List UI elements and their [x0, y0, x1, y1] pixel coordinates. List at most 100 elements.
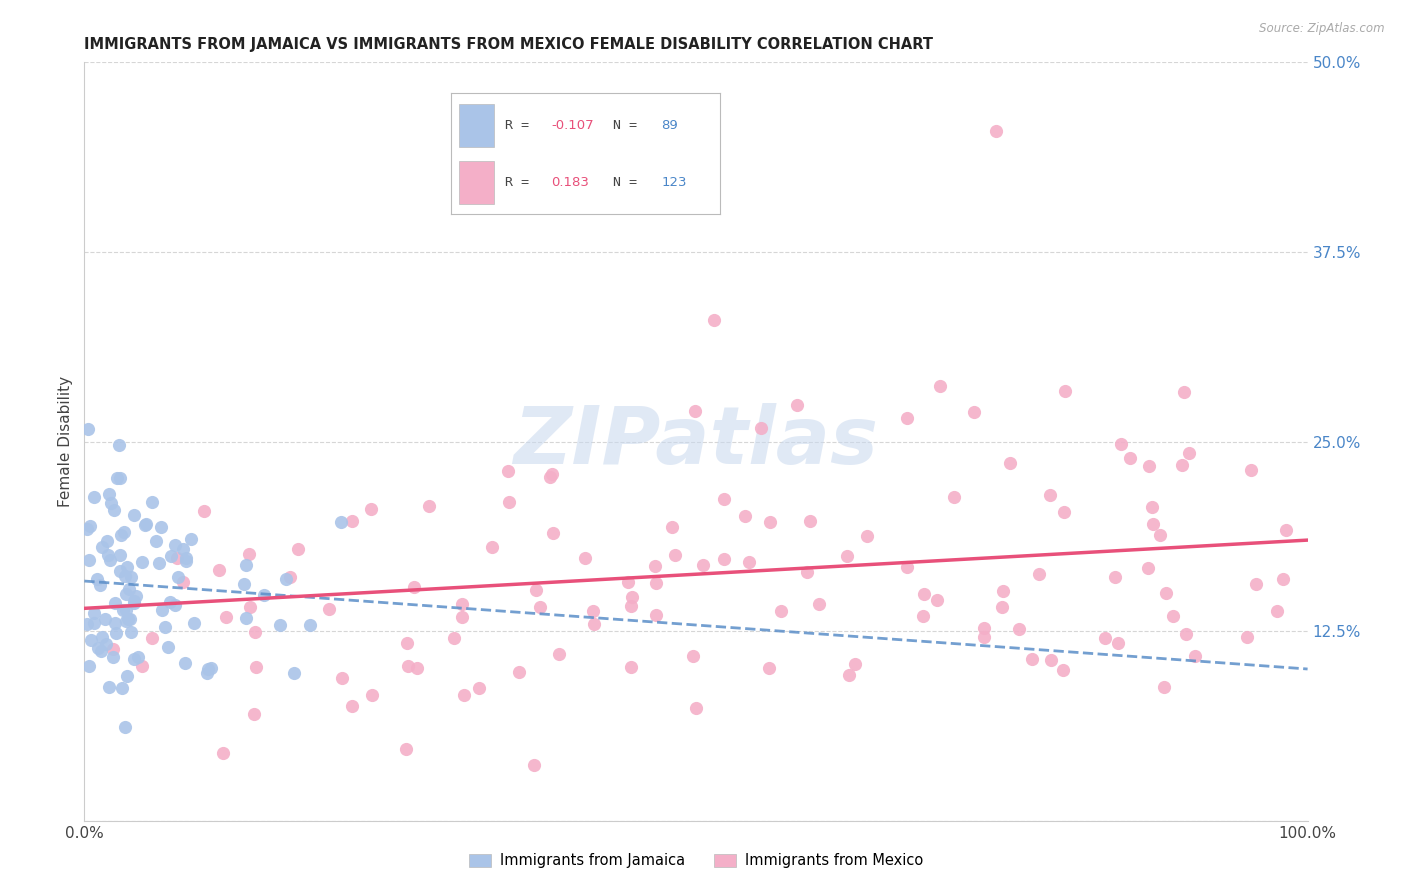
Point	[998, 457, 1021, 471]
Point	[1118, 450, 1140, 465]
Point	[115, 603, 138, 617]
Point	[165, 598, 187, 612]
Point	[481, 540, 503, 554]
Point	[97, 548, 120, 562]
Point	[212, 746, 235, 760]
Point	[1149, 528, 1171, 542]
Point	[174, 551, 197, 566]
Point	[215, 610, 238, 624]
Point	[734, 509, 756, 524]
Point	[395, 636, 418, 650]
Point	[269, 618, 291, 632]
Point	[103, 642, 125, 657]
Point	[620, 599, 643, 614]
Point	[197, 662, 219, 676]
Y-axis label: Female Disability: Female Disability	[58, 376, 73, 508]
Point	[83, 615, 105, 630]
Point	[582, 604, 605, 618]
Point	[770, 604, 793, 618]
Point	[274, 572, 297, 586]
Point	[76, 522, 98, 536]
Point	[1175, 627, 1198, 641]
Point	[125, 589, 148, 603]
Point	[703, 313, 725, 327]
Point	[799, 514, 821, 528]
Point	[83, 490, 105, 504]
Point	[110, 528, 132, 542]
Point	[245, 660, 267, 674]
Point	[131, 555, 153, 569]
Point	[1107, 636, 1129, 650]
Point	[896, 560, 918, 574]
Point	[838, 668, 860, 682]
Point	[166, 569, 188, 583]
Point	[1173, 385, 1195, 400]
Point	[120, 570, 142, 584]
Point	[79, 553, 101, 567]
Point	[86, 572, 108, 586]
Point	[77, 659, 100, 673]
Point	[98, 486, 121, 500]
Point	[243, 625, 266, 640]
Point	[342, 514, 364, 528]
Point	[145, 534, 167, 549]
Point	[77, 422, 100, 436]
Point	[148, 557, 170, 571]
Point	[574, 550, 596, 565]
Point	[235, 558, 257, 572]
Point	[160, 549, 183, 563]
Point	[1052, 663, 1074, 677]
Point	[443, 631, 465, 645]
Point	[91, 540, 114, 554]
Point	[156, 640, 179, 654]
Point	[538, 470, 561, 484]
Point	[713, 551, 735, 566]
Point	[342, 699, 364, 714]
Point	[89, 643, 111, 657]
Point	[94, 612, 117, 626]
Point	[150, 603, 173, 617]
Point	[208, 563, 231, 577]
Point	[984, 123, 1007, 137]
Text: Source: ZipAtlas.com: Source: ZipAtlas.com	[1260, 22, 1385, 36]
Point	[122, 508, 145, 522]
Point	[418, 499, 440, 513]
Point	[238, 547, 260, 561]
Point	[738, 555, 761, 569]
Point	[1140, 500, 1163, 515]
Point	[100, 496, 122, 510]
Point	[89, 577, 111, 591]
Point	[114, 720, 136, 734]
Point	[498, 495, 520, 509]
Point	[283, 666, 305, 681]
Point	[101, 650, 124, 665]
Point	[141, 632, 163, 646]
Point	[172, 542, 194, 557]
Point	[141, 495, 163, 509]
Point	[330, 671, 353, 685]
Point	[98, 553, 121, 567]
Point	[896, 410, 918, 425]
Point	[1239, 463, 1261, 477]
Point	[117, 669, 139, 683]
Point	[664, 548, 686, 562]
Point	[758, 661, 780, 675]
Point	[131, 659, 153, 673]
Point	[1028, 567, 1050, 582]
Point	[1170, 458, 1192, 472]
Point	[529, 599, 551, 614]
Point	[963, 405, 986, 419]
Point	[134, 517, 156, 532]
Point	[180, 532, 202, 546]
Point	[115, 559, 138, 574]
Point	[620, 660, 643, 674]
Point	[174, 554, 197, 568]
Point	[523, 758, 546, 772]
Point	[108, 471, 131, 485]
Point	[683, 404, 706, 418]
Point	[107, 437, 129, 451]
Point	[1052, 505, 1074, 519]
Point	[195, 666, 218, 681]
Point	[149, 520, 172, 534]
Point	[925, 593, 948, 607]
